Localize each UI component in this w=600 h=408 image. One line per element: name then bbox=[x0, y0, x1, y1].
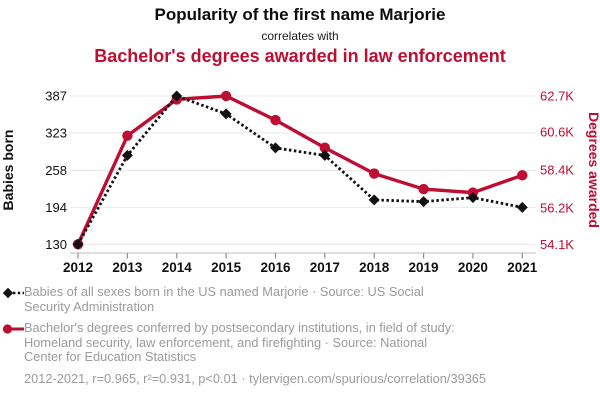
data-point-diamond bbox=[121, 149, 133, 161]
series-line-law-enforcement-degrees bbox=[76, 94, 523, 246]
right-axis-tick-label: 62.7K bbox=[540, 89, 574, 104]
left-axis-tick-label: 130 bbox=[45, 237, 67, 252]
x-axis-tick-label: 2020 bbox=[458, 260, 488, 275]
legend-item-degrees: Bachelor's degrees conferred by postseco… bbox=[2, 320, 582, 365]
legend-item-babies: Babies of all sexes born in the US named… bbox=[2, 284, 582, 314]
red-circle-solid-icon bbox=[2, 324, 24, 334]
right-axis-tick-label: 58.4K bbox=[540, 163, 574, 178]
x-axis-tick-label: 2019 bbox=[409, 260, 439, 275]
data-point-diamond bbox=[418, 196, 430, 208]
left-axis-tick-label: 387 bbox=[45, 89, 67, 104]
legend-label-babies: Babies of all sexes born in the US named… bbox=[24, 284, 424, 314]
data-point-circle bbox=[369, 168, 380, 179]
chart-svg: 130 54.1K 194 56.2K 258 58.4K 323 60.6K 387 62.7K… bbox=[0, 89, 600, 276]
data-point-circle bbox=[517, 170, 528, 181]
page-title: Popularity of the first name Marjorie bbox=[154, 5, 446, 24]
data-point-diamond bbox=[72, 238, 84, 250]
secondary-title: Bachelor's degrees awarded in law enforc… bbox=[94, 46, 506, 66]
x-axis-tick-label: 2015 bbox=[211, 260, 242, 275]
left-axis-tick-label: 194 bbox=[45, 200, 67, 215]
legend-label-degrees: Bachelor's degrees conferred by postseco… bbox=[24, 320, 455, 364]
data-point-diamond bbox=[467, 192, 479, 204]
data-point-diamond bbox=[516, 201, 528, 213]
data-point-diamond bbox=[171, 90, 183, 102]
data-point-circle bbox=[418, 183, 429, 195]
black-diamond-dotted-icon bbox=[2, 287, 24, 299]
left-axis-tick-label: 323 bbox=[45, 125, 67, 140]
x-axis-tick-label: 2012 bbox=[63, 260, 93, 275]
data-point-circle bbox=[319, 142, 330, 153]
subtitle: correlates with bbox=[261, 29, 339, 43]
right-axis-title: Degrees awarded bbox=[586, 112, 600, 228]
right-axis-tick-label: 56.2K bbox=[540, 201, 574, 216]
data-point-diamond bbox=[368, 194, 380, 206]
data-point-diamond bbox=[220, 108, 232, 120]
series-line-marjorie-babies bbox=[76, 94, 523, 245]
x-axis-tick-label: 2013 bbox=[112, 260, 143, 275]
x-axis-tick-label: 2014 bbox=[162, 260, 193, 275]
data-point-diamond bbox=[270, 142, 281, 154]
data-point-circle bbox=[220, 90, 232, 102]
data-point-diamond bbox=[319, 149, 331, 161]
data-point-circle bbox=[122, 130, 133, 141]
footer-stats: 2012-2021, r=0.965, r²=0.931, p<0.01 · t… bbox=[24, 370, 487, 386]
x-axis-tick-label: 2021 bbox=[507, 260, 538, 275]
x-axis-tick-label: 2016 bbox=[260, 260, 291, 275]
x-axis-tick-label: 2017 bbox=[310, 260, 340, 275]
right-axis-tick-label: 54.1K bbox=[540, 237, 574, 252]
legend-and-footer: Babies of all sexes born in the US named… bbox=[2, 284, 582, 386]
line-chart: 130 54.1K 194 56.2K 258 58.4K 323 60.6K 387 62.7K… bbox=[0, 72, 600, 277]
left-axis-tick-label: 258 bbox=[45, 163, 67, 178]
right-axis-tick-label: 60.6K bbox=[540, 125, 574, 140]
x-axis-tick-label: 2018 bbox=[359, 260, 390, 275]
data-point-circle bbox=[270, 114, 281, 126]
left-axis-title: Babies born bbox=[0, 130, 16, 211]
